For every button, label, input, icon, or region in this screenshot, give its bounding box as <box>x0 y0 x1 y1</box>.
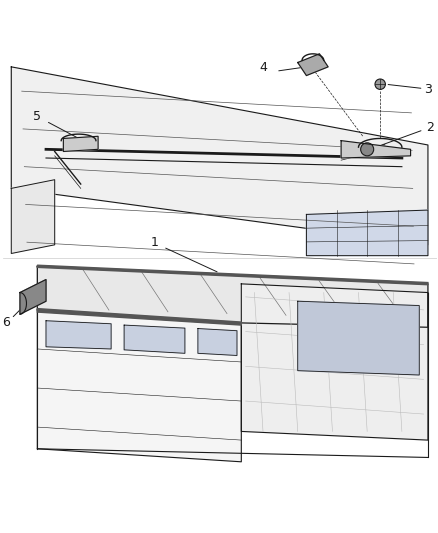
Polygon shape <box>11 180 55 254</box>
Text: 2: 2 <box>426 121 434 134</box>
Polygon shape <box>37 265 428 285</box>
Text: 6: 6 <box>2 317 10 329</box>
Polygon shape <box>124 325 185 353</box>
Circle shape <box>360 143 374 156</box>
Polygon shape <box>198 328 237 356</box>
Polygon shape <box>11 67 428 245</box>
Polygon shape <box>307 210 428 256</box>
Text: 4: 4 <box>259 61 267 74</box>
Circle shape <box>375 79 385 90</box>
Polygon shape <box>37 309 241 325</box>
Polygon shape <box>64 136 98 151</box>
Polygon shape <box>298 301 419 375</box>
Text: 3: 3 <box>424 83 432 96</box>
Polygon shape <box>46 321 111 349</box>
Text: 5: 5 <box>33 110 41 123</box>
Polygon shape <box>37 310 241 462</box>
Text: 1: 1 <box>151 236 159 249</box>
Polygon shape <box>298 54 328 76</box>
Polygon shape <box>341 141 410 158</box>
Polygon shape <box>241 284 428 440</box>
Polygon shape <box>37 266 428 327</box>
Polygon shape <box>20 279 46 314</box>
